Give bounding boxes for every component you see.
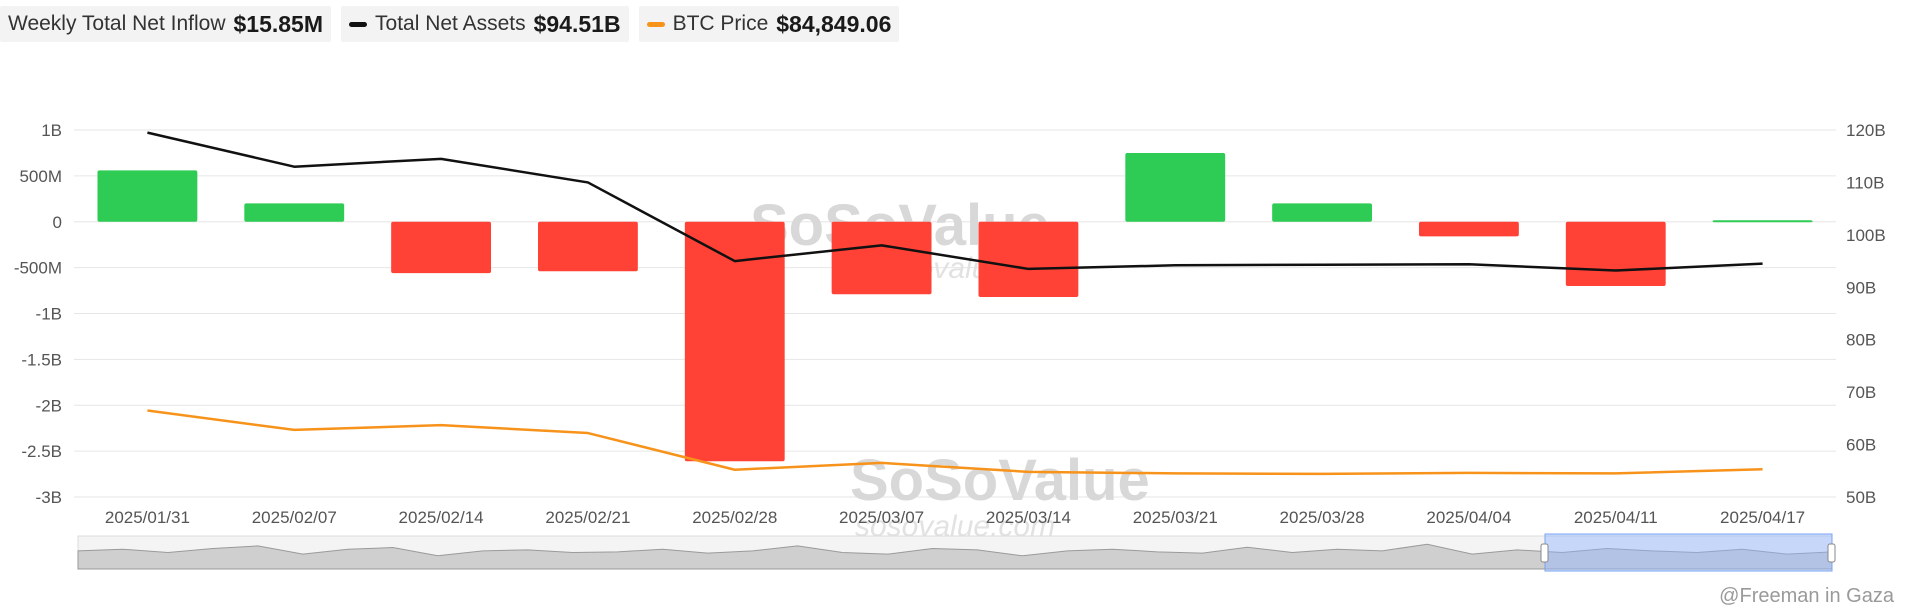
inflow-bar — [1272, 203, 1373, 222]
left-tick-label: -1B — [36, 305, 62, 324]
inflow-bar — [244, 203, 345, 222]
legend-label-net-inflow: Weekly Total Net Inflow — [8, 12, 226, 35]
right-tick-label: 80B — [1846, 331, 1876, 350]
left-tick-label: -2.5B — [21, 442, 62, 461]
legend-label-net-assets: Total Net Assets — [375, 12, 526, 35]
left-tick-label: -3B — [36, 488, 62, 507]
watermarks: SoSoValue sosovalue.com SoSoValue sosova… — [750, 193, 1150, 543]
x-tick-label: 2025/02/14 — [399, 508, 484, 527]
legend-value-net-assets: $94.51B — [533, 10, 621, 37]
left-tick-label: 500M — [19, 167, 62, 186]
legend-swatch-net-assets — [349, 21, 368, 27]
x-tick-label: 2025/02/21 — [545, 508, 630, 527]
navigator-handle-right — [1827, 543, 1836, 563]
legend-label-btc-price: BTC Price — [672, 12, 769, 35]
legend-value-net-inflow: $15.85M — [233, 10, 324, 37]
inflow-bar — [537, 221, 638, 272]
left-tick-label: -2B — [36, 396, 62, 415]
inflow-bar — [391, 221, 492, 274]
x-tick-label: 2025/04/04 — [1426, 508, 1511, 527]
x-axis: 2025/01/31 2025/02/07 2025/02/14 2025/02/21… — [105, 508, 1805, 527]
left-tick-label: -1.5B — [21, 350, 62, 369]
inflow-bar — [684, 221, 785, 462]
right-axis: 120B 110B 100B 90B 80B 70B 60B 50B — [1846, 121, 1886, 507]
watermark-brand-bottom: SoSoValue — [850, 448, 1150, 513]
left-tick-label: 1B — [41, 121, 62, 140]
left-axis: 1B 500M 0 -500M -1B -1.5B -2B -2.5B -3B — [14, 121, 62, 507]
right-tick-label: 110B — [1846, 173, 1884, 192]
series-lines — [147, 131, 1763, 476]
navigator-selection — [1544, 533, 1833, 572]
right-tick-label: 70B — [1846, 383, 1876, 402]
x-tick-label: 2025/03/14 — [986, 508, 1071, 527]
x-tick-label: 2025/04/17 — [1720, 508, 1805, 527]
left-tick-label: 0 — [53, 213, 62, 232]
right-tick-label: 60B — [1846, 436, 1876, 455]
x-tick-label: 2025/04/11 — [1574, 508, 1658, 527]
inflow-bar — [831, 221, 932, 295]
legend-value-btc-price: $84,849.06 — [776, 10, 892, 37]
right-tick-label: 100B — [1846, 226, 1886, 245]
legend-total-net-assets[interactable]: Total Net Assets $94.51B — [341, 6, 629, 42]
x-tick-label: 2025/03/07 — [839, 508, 924, 527]
legend-btc-price[interactable]: BTC Price $84,849.06 — [638, 6, 900, 42]
navigator-sparkline — [77, 543, 1833, 570]
legend-weekly-net-inflow[interactable]: Weekly Total Net Inflow $15.85M — [0, 6, 332, 42]
btc-price-line — [147, 409, 1763, 476]
inflow-bar — [1418, 221, 1519, 237]
inflow-bar — [1565, 221, 1666, 286]
right-tick-label: 90B — [1846, 278, 1876, 297]
inflow-bar — [1712, 220, 1813, 223]
grid-lines — [74, 129, 1836, 498]
chart-legend: Weekly Total Net Inflow $15.85M Total Ne… — [0, 6, 900, 42]
left-tick-label: -500M — [14, 259, 62, 278]
net-assets-line — [147, 131, 1763, 272]
x-tick-label: 2025/02/28 — [692, 508, 777, 527]
right-tick-label: 50B — [1846, 488, 1876, 507]
inflow-bar — [978, 221, 1079, 297]
x-tick-label: 2025/03/28 — [1280, 508, 1365, 527]
x-tick-label: 2025/03/21 — [1133, 508, 1218, 527]
x-tick-label: 2025/01/31 — [105, 508, 190, 527]
legend-swatch-btc-price — [646, 21, 665, 27]
inflow-bar — [1125, 152, 1226, 222]
x-tick-label: 2025/02/07 — [252, 508, 337, 527]
range-navigator[interactable] — [77, 533, 1836, 572]
inflow-bar — [97, 170, 198, 222]
right-tick-label: 120B — [1846, 121, 1886, 140]
navigator-handle-left — [1540, 543, 1549, 563]
credit-text: @Freeman in Gaza — [1719, 585, 1894, 607]
